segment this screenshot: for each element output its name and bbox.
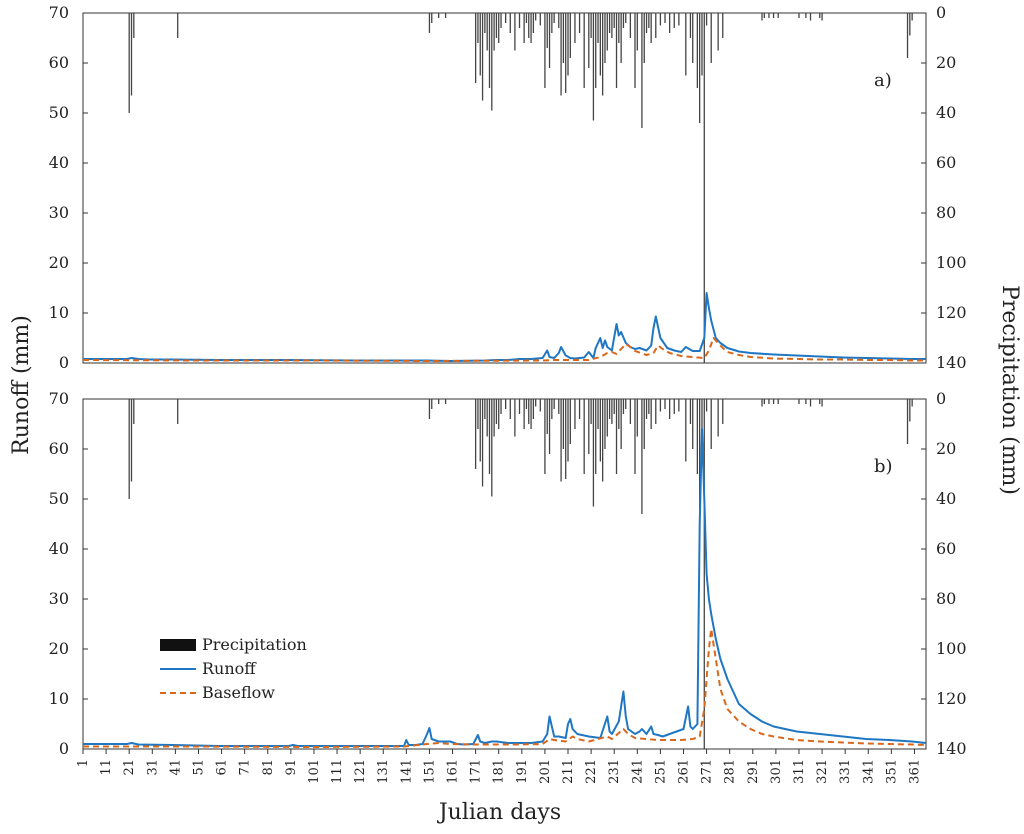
runoff-line: [83, 428, 927, 747]
x-axis-tick-label: 21: [122, 759, 137, 776]
left-axis-tick-label: 20: [49, 253, 69, 272]
x-axis-tick-label: 171: [469, 759, 484, 784]
left-axis-tick-label: 70: [49, 3, 69, 22]
x-axis-tick-label: 101: [307, 759, 322, 784]
x-axis-tick-label: 161: [446, 759, 461, 784]
x-axis-tick-label: 241: [630, 759, 645, 784]
x-axis-tick-label: 61: [215, 759, 230, 776]
x-axis-tick-label: 131: [376, 759, 391, 784]
left-axis-tick-label: 10: [49, 689, 69, 708]
left-axis-tick-label: 30: [49, 589, 69, 608]
y-axis-title-left: Runoff (mm): [9, 315, 34, 455]
right-axis-tick-label: 120: [936, 303, 967, 322]
x-axis-tick-label: 251: [653, 759, 668, 784]
right-axis-tick-label: 40: [936, 103, 956, 122]
x-axis-tick-label: 81: [261, 759, 276, 776]
left-axis-tick-label: 0: [59, 353, 69, 372]
x-axis-tick-label: 221: [584, 759, 599, 784]
right-axis-tick-label: 100: [936, 253, 967, 272]
x-axis-tick-label: 91: [284, 759, 299, 776]
right-axis-tick-label: 120: [936, 689, 967, 708]
right-axis-tick-label: 140: [936, 739, 967, 758]
y-axis-title-right: Precipitation (mm): [997, 285, 1022, 495]
left-axis-tick-label: 60: [49, 439, 69, 458]
x-axis-tick-label: 341: [861, 759, 876, 784]
right-axis-tick-label: 60: [936, 153, 956, 172]
panel-b: 0 10 20 30 40 50 60 70 0 20 40 60 80 100 120 140 b): [49, 389, 967, 758]
x-axis-tick-label: 31: [145, 759, 160, 776]
right-axis-tick-label: 0: [936, 389, 946, 408]
left-axis-tick-label: 40: [49, 153, 69, 172]
right-axis-tick-label: 60: [936, 539, 956, 558]
x-axis-title: Julian days: [437, 800, 561, 825]
left-axis-tick-label: 60: [49, 53, 69, 72]
baseflow-line: [82, 337, 926, 362]
x-axis-tick-label: 111: [330, 759, 345, 784]
x-axis-tick-label: 51: [191, 759, 206, 776]
baseflow-line: [83, 628, 927, 748]
x-axis-tick-label: 261: [676, 759, 691, 784]
left-axis-tick-label: 50: [49, 103, 69, 122]
left-axis-tick-label: 30: [49, 203, 69, 222]
plot-frame: [82, 12, 927, 364]
x-axis-tick-label: 331: [838, 759, 853, 784]
x-axis-tick-label: 151: [422, 759, 437, 784]
legend: Precipitation Runoff Baseflow: [160, 635, 307, 702]
x-axis-tick-label: 191: [515, 759, 530, 784]
right-axis-tick-label: 80: [936, 589, 956, 608]
x-axis-tick-label: 141: [399, 759, 414, 784]
x-axis-tick-label: 321: [815, 759, 830, 784]
legend-baseflow-label: Baseflow: [202, 683, 275, 702]
right-axis-tick-label: 80: [936, 203, 956, 222]
legend-runoff-label: Runoff: [202, 659, 257, 678]
right-axis-tick-label: 20: [936, 439, 956, 458]
panel-label: b): [874, 456, 893, 477]
right-axis-tick-label: 100: [936, 639, 967, 658]
right-axis-tick-label: 20: [936, 53, 956, 72]
right-axis-tick-label: 40: [936, 489, 956, 508]
runoff-line: [83, 292, 926, 362]
plot-frame: [82, 398, 927, 750]
x-axis-tick-label: 231: [607, 759, 622, 784]
x-axis-tick-label: 291: [746, 759, 761, 784]
left-axis-tick-label: 70: [49, 389, 69, 408]
x-axis-tick-label: 271: [700, 759, 715, 784]
x-axis-tick-label: 361: [907, 759, 922, 784]
x-axis-tick-label: 121: [353, 759, 368, 784]
right-axis-tick-label: 0: [936, 3, 946, 22]
x-axis-tick-label: 201: [538, 759, 553, 784]
legend-precipitation-swatch: [160, 639, 196, 651]
x-axis-tick-label: 11: [99, 759, 114, 776]
left-axis-tick-label: 0: [59, 739, 69, 758]
left-axis-tick-label: 50: [49, 489, 69, 508]
panel-a: 0 10 20 30 40 50 60 70 0 20 40 60 80 100 120 140 a): [49, 3, 967, 372]
x-axis-tick-label: 301: [769, 759, 784, 784]
left-axis-tick-label: 20: [49, 639, 69, 658]
x-axis-ticks: 1 11 21 31 41 51 61 71 81 91 101 111 121 131 141 151 161…: [76, 749, 922, 784]
panel-label: a): [874, 70, 892, 91]
legend-precipitation-label: Precipitation: [202, 635, 307, 654]
right-axis-tick-label: 140: [936, 353, 967, 372]
x-axis-tick-label: 1: [76, 759, 91, 767]
x-axis-tick-label: 181: [492, 759, 507, 784]
x-axis-tick-label: 351: [884, 759, 899, 784]
x-axis-tick-label: 211: [561, 759, 576, 784]
x-axis-tick-label: 41: [168, 759, 183, 776]
left-axis-tick-label: 10: [49, 303, 69, 322]
x-axis-tick-label: 281: [723, 759, 738, 784]
x-axis-tick-label: 311: [792, 759, 807, 784]
x-axis-tick-label: 71: [238, 759, 253, 776]
left-axis-tick-label: 40: [49, 539, 69, 558]
